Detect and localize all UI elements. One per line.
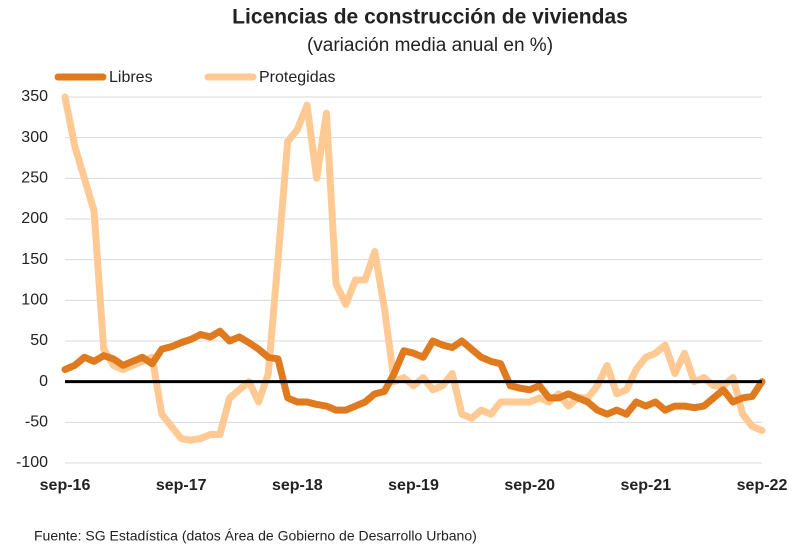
- x-tick-label: sep-16: [40, 477, 91, 494]
- y-tick-label: 250: [21, 170, 48, 187]
- x-tick-label: sep-19: [388, 477, 439, 494]
- x-tick-label: sep-22: [737, 477, 788, 494]
- line-series: [61, 327, 766, 418]
- chart-subtitle: (variación media anual en %): [307, 35, 553, 56]
- source-note: Fuente: SG Estadística (datos Área de Go…: [34, 528, 477, 544]
- y-tick-label: 50: [30, 332, 48, 349]
- line-series: [61, 93, 766, 444]
- y-tick-label: 200: [21, 210, 48, 227]
- y-tick-label: 300: [21, 129, 48, 146]
- chart-title: Licencias de construcción de viviendas: [232, 6, 628, 29]
- x-tick-label: sep-20: [504, 477, 555, 494]
- legend-label: Libres: [109, 69, 153, 86]
- y-tick-label: 150: [21, 251, 48, 268]
- legend-label: Protegidas: [259, 69, 336, 86]
- x-tick-label: sep-17: [156, 477, 207, 494]
- y-tick-label: -50: [25, 414, 48, 431]
- y-tick-label: 100: [21, 292, 48, 309]
- y-tick-label: 0: [39, 373, 48, 390]
- x-tick-label: sep-21: [620, 477, 671, 494]
- x-tick-label: sep-18: [272, 477, 323, 494]
- y-tick-label: 350: [21, 88, 48, 105]
- y-tick-label: -100: [16, 454, 48, 471]
